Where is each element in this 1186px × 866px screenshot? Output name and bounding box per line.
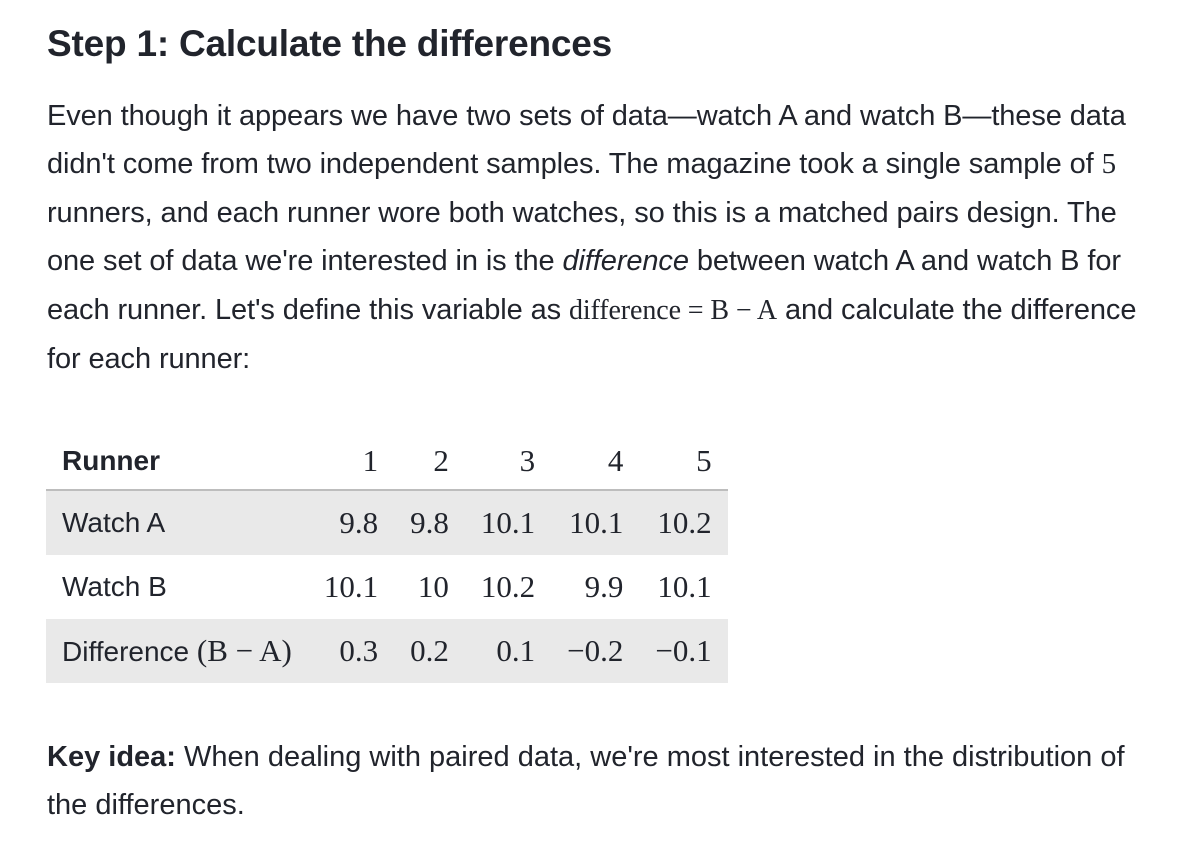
page-title: Step 1: Calculate the differences [47,23,613,64]
difference-formula-label: (B − A) [196,633,292,668]
paragraph-text-2: runners, and each runner wore both watch… [47,196,1117,278]
row-label-watch-b: Watch B [62,571,167,602]
paragraph-text-1: Even though it appears we have two sets … [47,100,1126,181]
key-idea-label: Key idea: [47,741,176,773]
row-label-watch-a: Watch A [62,507,166,538]
paragraph-text-3: between watch A and watch B for each run… [47,245,1121,326]
runner-column-header: Runner [46,432,308,491]
runner-number: 4 [551,432,640,491]
table-header-row: Runner 1 2 3 4 5 [46,432,728,491]
table-cell: 0.1 [496,633,536,668]
key-idea-callout: Key idea: When dealing with paired data,… [47,733,1137,830]
sample-size-math: 5 [1101,148,1117,181]
difference-emphasis: difference [562,245,689,278]
runner-number: 3 [464,432,552,491]
table-row-difference: Difference (B − A) 0.3 0.2 0.1 −0.2 −0.1 [46,619,728,683]
explanation-paragraph: Even though it appears we have two sets … [47,92,1137,383]
table-cell: 10.1 [480,505,536,540]
table-cell: 10.1 [657,569,712,604]
table-cell: 10.1 [323,569,379,604]
table-cell: −0.2 [567,633,624,668]
article-content: Step 1: Calculate the differences Even t… [47,18,1137,383]
table-cell: −0.1 [655,633,712,668]
runner-times-table: Runner 1 2 3 4 5 Watch A 9.8 9.8 10.1 10… [46,432,728,683]
table-cell: 10.2 [657,505,712,540]
runner-number: 5 [639,432,728,491]
paragraph-text-4: and calculate the difference for each ru… [47,293,1137,376]
difference-label-text: Difference [62,636,190,667]
key-idea-text: When dealing with paired data, we're mos… [47,741,1125,822]
table-cell: 10 [417,569,449,604]
table-cell: 9.8 [410,505,449,540]
table-cell: 10.1 [569,505,624,540]
runner-number: 2 [394,432,465,491]
table-cell: 10.2 [480,569,536,604]
table-cell: 0.2 [410,633,449,668]
runner-number: 1 [307,432,395,491]
difference-formula: difference = B − A [568,294,778,326]
row-label-difference: Difference (B − A) [46,619,308,683]
table-row-watch-a: Watch A 9.8 9.8 10.1 10.1 10.2 [46,490,728,555]
table-row-watch-b: Watch B 10.1 10 10.2 9.9 10.1 [46,555,728,619]
table-cell: 9.8 [339,505,379,540]
table-cell: 9.9 [584,569,624,604]
table-cell: 0.3 [339,633,379,668]
